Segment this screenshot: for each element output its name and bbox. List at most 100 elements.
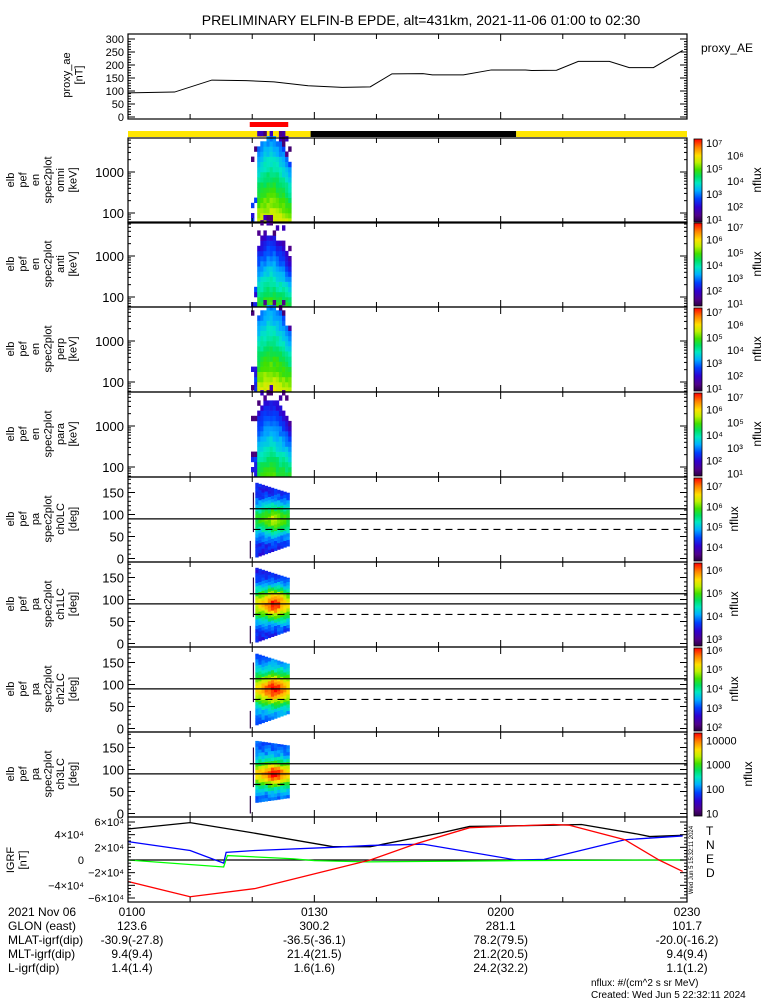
spectrogram-cell (269, 385, 273, 391)
spectrogram-cell (266, 451, 270, 457)
spectrogram-cell (267, 516, 272, 521)
spectrogram-cell (283, 744, 287, 747)
spectrogram-cell (282, 177, 286, 183)
spectrogram-cell (274, 497, 278, 502)
spectrogram-cell (267, 771, 272, 775)
spectrogram-cell (277, 523, 281, 527)
spectrogram-cell (257, 291, 261, 298)
spectrogram-cell (286, 536, 290, 540)
spectrogram-cell (275, 291, 280, 298)
spectrogram-cell (264, 781, 268, 785)
spectrogram-cell (282, 310, 286, 316)
spectrogram-cell (269, 286, 273, 293)
spectrogram-cell (270, 757, 275, 761)
spectrogram-cell (288, 146, 292, 152)
spectrogram-cell (255, 619, 259, 623)
spectrogram-cell (285, 446, 289, 452)
spectrogram-cell (258, 664, 262, 669)
spectrogram-cell (257, 320, 261, 326)
spectrogram-cell (282, 446, 286, 452)
spectrogram-cell (263, 472, 267, 478)
spectrogram-cell (285, 395, 289, 401)
spectrogram-cell (260, 276, 264, 282)
spectrogram-cell (277, 759, 281, 764)
spectrogram-cell (258, 667, 262, 672)
spectrogram-cell (272, 461, 277, 468)
spectrogram-cell (274, 698, 278, 703)
igrf-line-N (127, 835, 683, 865)
spectrogram-cell (258, 594, 262, 599)
spectrogram-cell (275, 325, 280, 331)
spectrogram-cell (272, 136, 277, 142)
spectrogram-cell (251, 385, 255, 391)
spectrogram-cell (275, 213, 280, 219)
spectrogram-cell (264, 534, 268, 538)
spectrogram-cell (258, 759, 262, 763)
spectrogram-cell (286, 529, 290, 534)
spectrogram-cell (286, 533, 290, 537)
spectrogram-cell (257, 446, 261, 452)
spectrogram-cell (283, 749, 287, 753)
spectrogram-cell (282, 151, 286, 157)
spectrogram-cell (260, 271, 264, 277)
spectrogram-cell (251, 156, 255, 162)
axis-label-line: elb (5, 512, 17, 527)
spectrogram-cell (260, 261, 264, 267)
colorbar-label: nflux (750, 421, 764, 446)
spectrogram-cell (286, 707, 290, 711)
spectrogram-cell (283, 501, 287, 505)
spectrogram-cell (286, 663, 290, 665)
spectrogram-cell (270, 620, 275, 624)
colorbar-tick-label: 10⁶ (706, 405, 723, 417)
spectrogram-cell (261, 679, 265, 684)
spectrogram-cell (266, 366, 270, 372)
spectrogram-cell (288, 291, 292, 298)
spectrogram-cell (260, 187, 264, 193)
units-note: nflux: #/(cm^2 s sr MeV) (591, 978, 699, 989)
spectrogram-cell (266, 376, 270, 383)
spectrogram-cell (286, 601, 290, 606)
spectrogram-cell (278, 330, 283, 337)
spectrogram-cell (272, 315, 277, 321)
ephemeris-value: 123.6 (117, 919, 147, 933)
spectrogram-cell (278, 320, 283, 326)
spectrogram-cell (283, 785, 287, 789)
spectrogram-cell (255, 569, 259, 574)
spectrogram-cell (278, 436, 283, 442)
spectrogram-cell (258, 621, 262, 625)
spectrogram-cell (270, 541, 275, 546)
spectrogram-cell (257, 146, 261, 152)
spectrogram-cell (257, 366, 261, 372)
spectrogram-cell (274, 573, 278, 577)
spectrogram-cell (278, 310, 283, 316)
spectrogram-cell (282, 371, 286, 378)
spectrogram-cell (277, 496, 281, 501)
spectrogram-cell (280, 512, 284, 516)
spectrogram-cell (270, 764, 275, 768)
spectrogram-cell (288, 382, 292, 388)
spectrogram-cell (280, 756, 284, 760)
spectrogram-cell (258, 690, 262, 695)
spectrogram-cell (274, 743, 278, 744)
spectrogram-cell (257, 431, 261, 437)
spectrogram-cell (275, 415, 280, 422)
spectrogram-cell (261, 518, 265, 523)
spectrogram-cell (269, 182, 273, 188)
spectrogram-cell (270, 770, 275, 775)
colorbar-tick-label: 10⁴ (727, 176, 744, 188)
spectrogram-cell (264, 537, 268, 541)
spectrogram-cell (280, 792, 284, 796)
spectrogram-cell (266, 256, 270, 262)
spectrogram-cell (263, 286, 267, 293)
spectrogram-cell (255, 672, 259, 676)
igrf-line-E (127, 854, 683, 868)
spectrogram-cell (267, 784, 272, 788)
spectrogram-cell (274, 540, 278, 545)
spectrogram-cell (277, 601, 281, 606)
spectrogram-cell (277, 684, 281, 688)
plot-title: PRELIMINARY ELFIN-B EPDE, alt=431km, 202… (202, 12, 641, 28)
spectrogram-cell (283, 544, 287, 548)
spectrogram-cell (270, 626, 275, 631)
